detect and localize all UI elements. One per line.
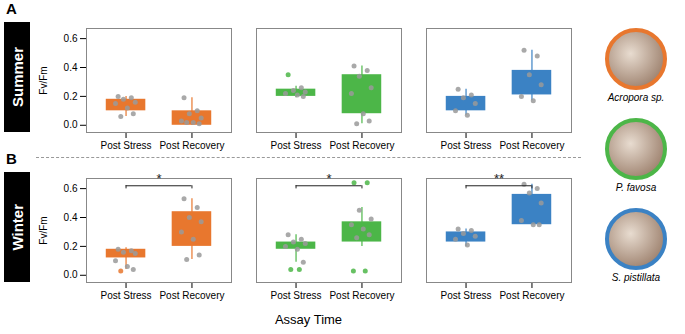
html-text:Summer: Summer bbox=[8, 47, 26, 107]
svg-text:Post Recovery: Post Recovery bbox=[159, 140, 224, 151]
svg-text:*: * bbox=[326, 171, 331, 186]
svg-text:Fv/Fm: Fv/Fm bbox=[38, 66, 49, 94]
html-text:P. favosa: P. favosa bbox=[615, 182, 657, 193]
html-text:Acropora sp.: Acropora sp. bbox=[607, 92, 665, 103]
svg-text:0.6: 0.6 bbox=[64, 33, 78, 44]
svg-text:0.4: 0.4 bbox=[64, 62, 78, 73]
svg-text:*: * bbox=[156, 171, 161, 186]
svg-text:Post Recovery: Post Recovery bbox=[329, 140, 394, 151]
svg-text:0.0: 0.0 bbox=[64, 119, 78, 130]
svg-text:Post Stress: Post Stress bbox=[100, 140, 151, 151]
svg-text:Fv/Fm: Fv/Fm bbox=[38, 216, 49, 244]
html-text:S. pistillata: S. pistillata bbox=[611, 272, 661, 283]
svg-text:0.6: 0.6 bbox=[64, 183, 78, 194]
svg-text:0.2: 0.2 bbox=[64, 91, 78, 102]
svg-text:0.0: 0.0 bbox=[64, 269, 78, 280]
svg-text:Post Recovery: Post Recovery bbox=[499, 290, 564, 301]
svg-text:Post Stress: Post Stress bbox=[440, 140, 491, 151]
html-text:A: A bbox=[6, 0, 17, 17]
html-text:Winter: Winter bbox=[8, 203, 26, 251]
svg-text:0.4: 0.4 bbox=[64, 212, 78, 223]
svg-text:Post Stress: Post Stress bbox=[270, 140, 321, 151]
svg-text:Post Recovery: Post Recovery bbox=[159, 290, 224, 301]
svg-text:0.2: 0.2 bbox=[64, 241, 78, 252]
html-text:B: B bbox=[6, 150, 17, 167]
html-text:Assay Time: Assay Time bbox=[274, 312, 343, 327]
svg-text:Post Recovery: Post Recovery bbox=[499, 140, 564, 151]
svg-text:Post Stress: Post Stress bbox=[270, 290, 321, 301]
svg-text:Post Stress: Post Stress bbox=[440, 290, 491, 301]
svg-text:Post Stress: Post Stress bbox=[100, 290, 151, 301]
svg-text:Post Recovery: Post Recovery bbox=[329, 290, 394, 301]
svg-text:**: ** bbox=[494, 171, 504, 186]
